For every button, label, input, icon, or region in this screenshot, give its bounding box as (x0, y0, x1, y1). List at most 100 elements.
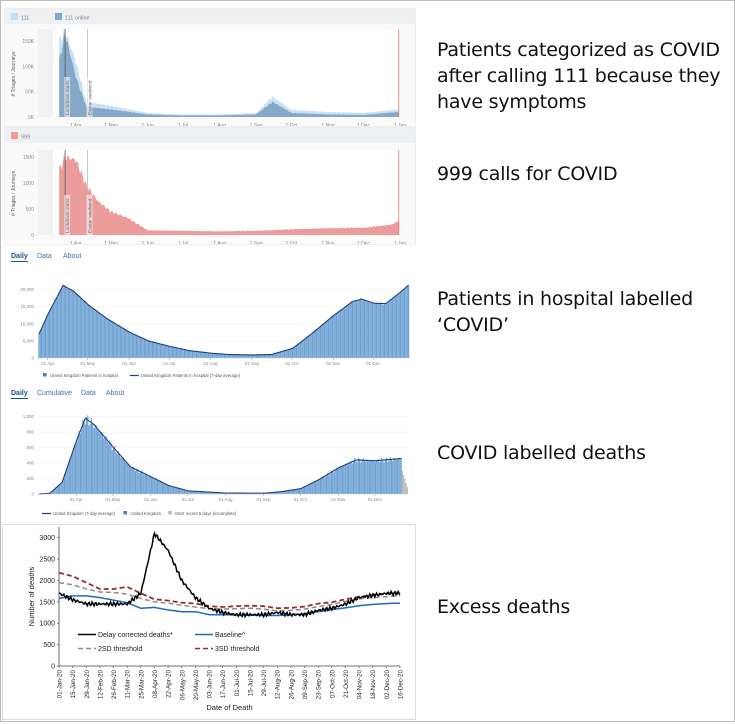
bar (308, 336, 309, 358)
bar (340, 310, 341, 358)
bar (198, 352, 199, 358)
x-tick-label: 1 Nov (322, 123, 336, 126)
bar (371, 302, 372, 358)
bar (78, 296, 79, 358)
bar (398, 459, 399, 495)
bar (115, 452, 116, 494)
x-tick-label: 04-Nov-20 (357, 670, 364, 700)
bar (52, 306, 53, 358)
bar (58, 293, 59, 358)
bar (152, 342, 153, 358)
y-tick-label: 3000 (39, 535, 55, 542)
bar (116, 325, 117, 358)
bar (376, 303, 377, 358)
caption-111: Patients categorized as COVID after call… (437, 37, 732, 115)
bar (330, 474, 331, 494)
bar (324, 476, 325, 494)
bar (89, 305, 90, 358)
bar (304, 339, 305, 358)
bar (379, 304, 380, 358)
x-tick-label: 06-May-20 (179, 670, 186, 701)
bar (321, 325, 322, 358)
tab-daily[interactable]: Daily (11, 390, 28, 399)
bar (331, 471, 332, 494)
bar (90, 424, 91, 494)
bar (118, 451, 119, 494)
bar (401, 291, 402, 358)
bar (45, 319, 46, 358)
bar (130, 333, 131, 358)
tab-about[interactable]: About (106, 390, 124, 397)
bar (349, 304, 350, 358)
bar (301, 488, 302, 494)
bar (291, 349, 292, 358)
x-tick-label: 01 Dec (366, 361, 381, 366)
bar (307, 337, 308, 358)
tab-data[interactable]: Data (37, 253, 52, 260)
bar (393, 297, 394, 358)
tab-daily[interactable]: Daily (11, 253, 28, 262)
y-tick-label: 1000 (39, 621, 55, 628)
bar (375, 462, 376, 494)
bar (314, 482, 315, 494)
bar (303, 340, 304, 358)
bar (120, 458, 121, 494)
bar (117, 454, 118, 494)
bar (329, 318, 330, 358)
tab-data[interactable]: Data (81, 390, 96, 397)
y-tick-label: 150K (22, 39, 34, 45)
bar (328, 320, 329, 358)
bar (392, 299, 393, 358)
bar (194, 351, 195, 358)
bar (311, 334, 312, 358)
bar (377, 459, 378, 494)
bar (361, 460, 362, 494)
tab-about[interactable]: About (63, 253, 81, 260)
y-tick-label: 1000 (23, 181, 34, 187)
x-tick-label: 01 Apr (70, 497, 84, 502)
bar (305, 338, 306, 358)
bar (387, 303, 388, 358)
bar (357, 301, 358, 358)
x-tick-label: 01 Nov (331, 497, 346, 502)
x-tick-label: 17-Jun-20 (220, 670, 227, 699)
bar (391, 460, 392, 494)
pre-data-shade (38, 150, 53, 235)
y-tick-label: 15,000 (20, 304, 34, 309)
bar (161, 482, 162, 494)
bar (364, 300, 365, 358)
y-axis-label: Number of deaths (27, 566, 36, 626)
bar (69, 460, 70, 494)
series-line-delay-corrected-deaths- (59, 533, 400, 616)
bar (53, 304, 54, 358)
bar (87, 415, 88, 494)
x-tick-label: 01 Sep (256, 497, 271, 502)
bar (77, 436, 78, 494)
bar (279, 352, 280, 358)
bar (345, 306, 346, 358)
legend-swatch (55, 13, 62, 20)
bar (58, 486, 59, 494)
bar (168, 346, 169, 358)
bar (119, 454, 120, 494)
bar (176, 348, 177, 358)
bar (350, 461, 351, 494)
bar (403, 290, 404, 358)
bar (64, 285, 65, 358)
tab-cumulative[interactable]: Cumulative (37, 390, 72, 397)
bar (208, 353, 209, 358)
annotation-label: Lockdown starts (65, 198, 71, 233)
bar (338, 469, 339, 494)
bar (381, 303, 382, 358)
bar (214, 354, 215, 358)
bar (399, 458, 400, 494)
bar (284, 351, 285, 358)
bar (56, 298, 57, 358)
bar (389, 299, 390, 358)
bar (392, 461, 393, 494)
bar (108, 445, 109, 494)
x-tick-label: 01 Apr (41, 361, 55, 366)
bar (163, 483, 164, 494)
bar (380, 461, 381, 494)
bar (41, 328, 42, 358)
